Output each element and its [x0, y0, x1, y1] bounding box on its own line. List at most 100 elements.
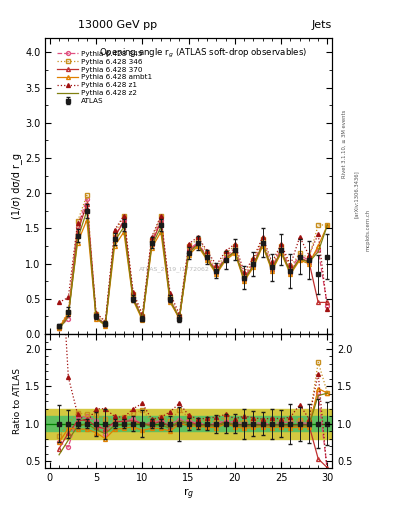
Pythia 6.428 346	[140, 313, 145, 319]
Pythia 6.428 ambt1	[260, 243, 265, 249]
Pythia 6.428 346	[158, 213, 163, 219]
Pythia 6.428 370	[75, 229, 80, 235]
Line: Pythia 6.428 370: Pythia 6.428 370	[57, 202, 329, 330]
Pythia 6.428 ambt1	[279, 250, 283, 256]
Pythia 6.428 ambt1	[103, 323, 108, 329]
Pythia 6.428 z1	[158, 213, 163, 219]
Pythia 6.428 z2	[168, 298, 173, 304]
Pythia 6.428 346	[121, 213, 126, 219]
Pythia 6.428 345	[260, 240, 265, 246]
Pythia 6.428 ambt1	[75, 240, 80, 246]
Text: [arXiv:1306.3436]: [arXiv:1306.3436]	[354, 170, 359, 219]
Pythia 6.428 z2	[196, 242, 200, 248]
Pythia 6.428 ambt1	[57, 325, 61, 331]
Pythia 6.428 ambt1	[214, 271, 219, 278]
Pythia 6.428 346	[112, 231, 117, 237]
Pythia 6.428 370	[84, 201, 89, 207]
Pythia 6.428 345	[307, 257, 311, 263]
Pythia 6.428 345	[149, 238, 154, 244]
Line: Pythia 6.428 346: Pythia 6.428 346	[57, 194, 329, 329]
Pythia 6.428 345	[131, 294, 136, 300]
Pythia 6.428 370	[158, 219, 163, 225]
Pythia 6.428 ambt1	[233, 250, 237, 256]
Pythia 6.428 345	[196, 240, 200, 246]
Pythia 6.428 346	[196, 236, 200, 242]
Pythia 6.428 ambt1	[223, 257, 228, 263]
Y-axis label: (1/σ) dσ/d r_g: (1/σ) dσ/d r_g	[11, 153, 22, 219]
Text: ATLAS_2019_I1772062: ATLAS_2019_I1772062	[139, 266, 210, 272]
Pythia 6.428 ambt1	[121, 229, 126, 235]
Pythia 6.428 z1	[242, 269, 246, 275]
Pythia 6.428 345	[233, 245, 237, 251]
Pythia 6.428 370	[168, 297, 173, 303]
Pythia 6.428 346	[298, 250, 302, 256]
Pythia 6.428 346	[316, 222, 321, 228]
Pythia 6.428 z2	[94, 315, 99, 321]
Pythia 6.428 345	[103, 322, 108, 328]
Pythia 6.428 346	[66, 308, 71, 314]
Pythia 6.428 z1	[186, 241, 191, 247]
Text: 13000 GeV pp: 13000 GeV pp	[78, 20, 158, 31]
Pythia 6.428 z2	[103, 322, 108, 328]
Pythia 6.428 345	[325, 303, 330, 309]
Pythia 6.428 370	[270, 266, 274, 272]
Pythia 6.428 z1	[270, 259, 274, 265]
Pythia 6.428 z2	[75, 236, 80, 242]
Pythia 6.428 345	[214, 268, 219, 274]
Pythia 6.428 370	[121, 219, 126, 225]
Pythia 6.428 346	[288, 264, 293, 270]
Pythia 6.428 345	[279, 245, 283, 251]
Pythia 6.428 346	[233, 243, 237, 249]
Pythia 6.428 z2	[223, 255, 228, 262]
Pythia 6.428 345	[168, 296, 173, 302]
Pythia 6.428 z1	[214, 262, 219, 268]
Pythia 6.428 z2	[84, 208, 89, 214]
Pythia 6.428 z1	[94, 310, 99, 316]
Text: Opening angle r$_g$ (ATLAS soft-drop observables): Opening angle r$_g$ (ATLAS soft-drop obs…	[99, 47, 307, 60]
Pythia 6.428 370	[112, 234, 117, 240]
Pythia 6.428 345	[94, 313, 99, 319]
Pythia 6.428 ambt1	[325, 222, 330, 228]
Pythia 6.428 346	[307, 255, 311, 261]
Pythia 6.428 346	[325, 222, 330, 228]
Pythia 6.428 370	[233, 248, 237, 254]
Pythia 6.428 346	[177, 313, 182, 319]
Pythia 6.428 346	[84, 193, 89, 199]
Pythia 6.428 345	[270, 264, 274, 270]
Pythia 6.428 z1	[223, 248, 228, 254]
Pythia 6.428 z1	[84, 206, 89, 212]
Pythia 6.428 370	[307, 259, 311, 265]
Pythia 6.428 ambt1	[84, 217, 89, 223]
Pythia 6.428 ambt1	[298, 257, 302, 263]
Line: Pythia 6.428 ambt1: Pythia 6.428 ambt1	[57, 218, 329, 330]
Pythia 6.428 z1	[103, 318, 108, 325]
Pythia 6.428 370	[214, 269, 219, 275]
Pythia 6.428 370	[103, 321, 108, 327]
Line: Pythia 6.428 z1: Pythia 6.428 z1	[57, 207, 329, 324]
Pythia 6.428 346	[270, 262, 274, 268]
Text: mcplots.cern.ch: mcplots.cern.ch	[365, 209, 371, 251]
Pythia 6.428 z2	[242, 277, 246, 283]
Pythia 6.428 370	[279, 248, 283, 254]
Pythia 6.428 z2	[298, 255, 302, 262]
Pythia 6.428 345	[223, 253, 228, 260]
Pythia 6.428 345	[158, 217, 163, 223]
Pythia 6.428 z2	[140, 315, 145, 322]
Pythia 6.428 ambt1	[66, 310, 71, 316]
Pythia 6.428 z2	[260, 242, 265, 248]
Pythia 6.428 370	[196, 241, 200, 247]
Pythia 6.428 z1	[316, 231, 321, 237]
Pythia 6.428 ambt1	[196, 243, 200, 249]
Pythia 6.428 346	[149, 237, 154, 243]
Pythia 6.428 ambt1	[149, 245, 154, 251]
Pythia 6.428 370	[288, 269, 293, 275]
X-axis label: r$_g$: r$_g$	[183, 486, 194, 502]
Pythia 6.428 z2	[279, 249, 283, 255]
Pythia 6.428 345	[288, 266, 293, 272]
Pythia 6.428 z1	[260, 234, 265, 240]
Pythia 6.428 z2	[205, 255, 209, 262]
Pythia 6.428 ambt1	[270, 268, 274, 274]
Pythia 6.428 345	[75, 224, 80, 230]
Pythia 6.428 ambt1	[140, 317, 145, 323]
Pythia 6.428 ambt1	[242, 278, 246, 284]
